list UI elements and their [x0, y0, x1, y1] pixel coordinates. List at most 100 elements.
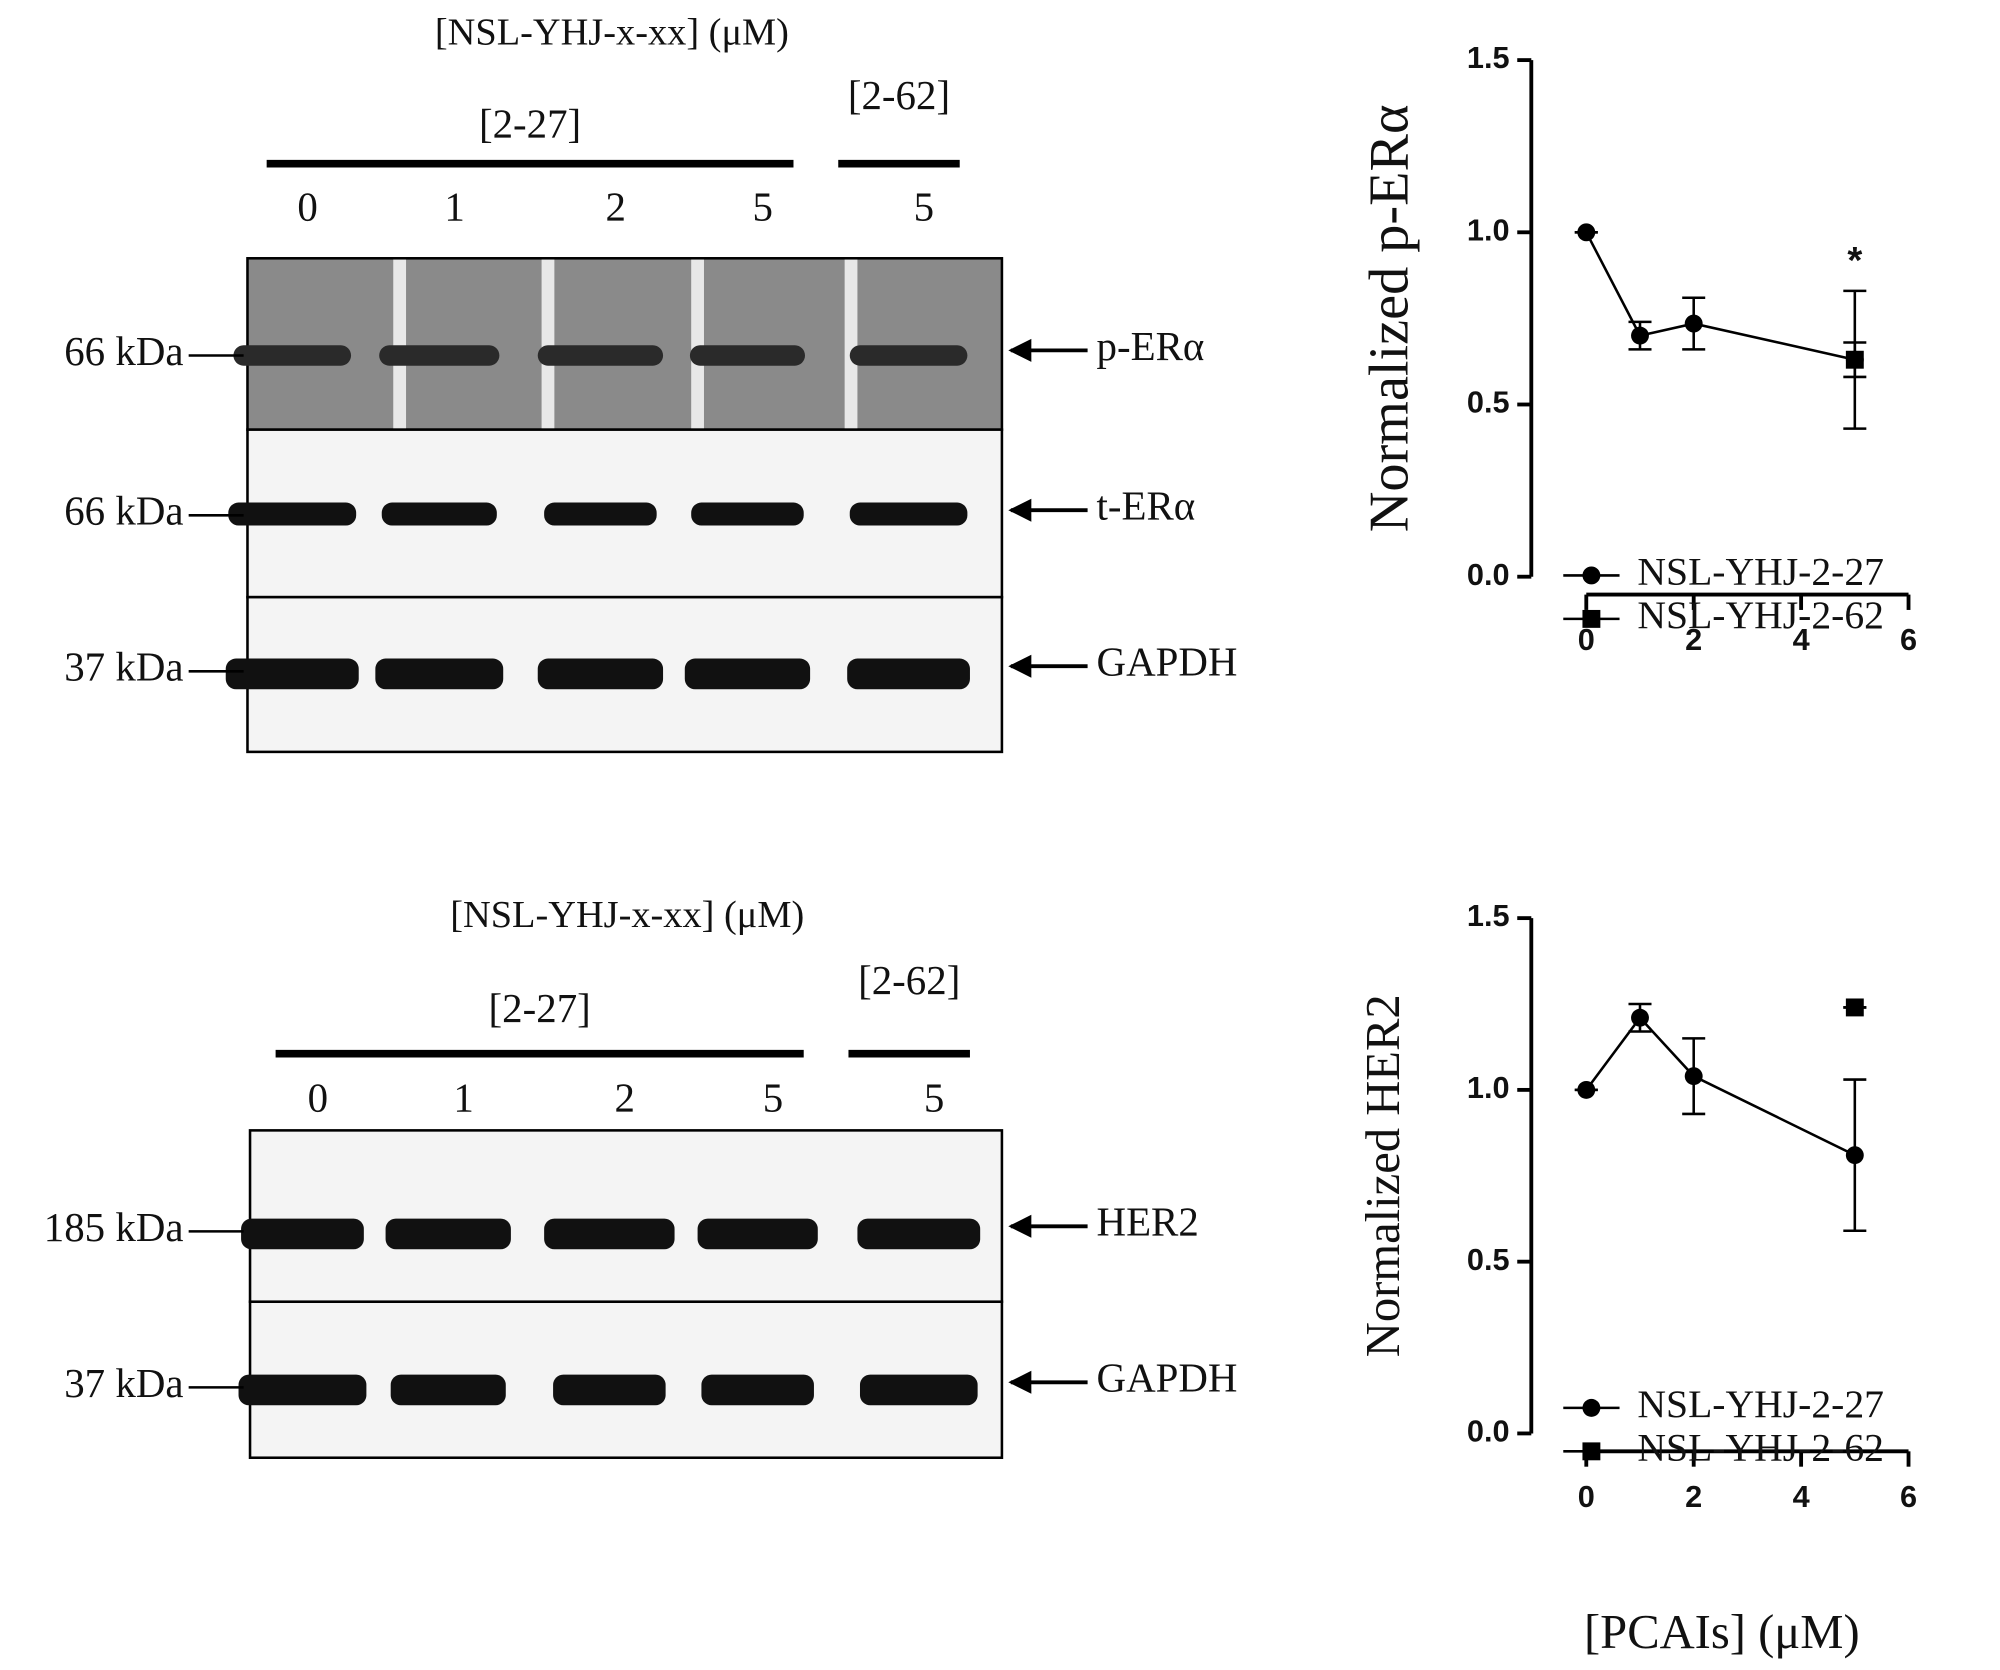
marker	[1631, 1008, 1649, 1027]
mw-marker: 37 kDa	[64, 1361, 183, 1406]
marker	[1684, 314, 1703, 333]
mw-marker: 66 kDa	[64, 329, 183, 374]
band	[233, 345, 352, 366]
band	[847, 658, 970, 690]
lane-label: 5	[914, 184, 934, 229]
lane-label: 1	[444, 184, 464, 229]
lane-label: 5	[924, 1076, 944, 1121]
lane-gap	[541, 259, 555, 429]
band	[857, 1218, 981, 1250]
lane-gap	[691, 259, 704, 429]
band	[691, 502, 804, 526]
blot-panel	[248, 1129, 1004, 1304]
band	[241, 1218, 364, 1250]
marker	[1845, 350, 1864, 369]
arrow-head	[1008, 1370, 1032, 1394]
band	[701, 1374, 814, 1406]
marker	[1577, 223, 1596, 242]
band-label: t-ERα	[1097, 484, 1196, 529]
arrow-head	[1008, 1214, 1032, 1238]
legend-marker	[1582, 1442, 1601, 1461]
significance: *	[1847, 239, 1862, 282]
group-label: [2-27]	[489, 986, 591, 1031]
series-line	[1585, 1015, 1856, 1157]
band	[849, 502, 968, 526]
blot-title: [NSL-YHJ-x-xx] (μM)	[450, 894, 804, 936]
mw-marker: 185 kDa	[44, 1205, 184, 1250]
mw-marker: 37 kDa	[64, 645, 183, 690]
group-label: [2-62]	[848, 73, 950, 118]
legend-marker	[1582, 609, 1601, 628]
x-tick-label: 0	[1578, 622, 1595, 657]
band-label: GAPDH	[1097, 640, 1238, 685]
y-tick-label: 1.5	[1467, 898, 1510, 933]
band	[228, 502, 357, 526]
marker	[1577, 1080, 1596, 1099]
arrow-head	[1008, 654, 1032, 678]
band	[381, 502, 497, 526]
marker	[1845, 998, 1864, 1017]
band	[544, 1218, 675, 1250]
x-tick-label: 2	[1685, 622, 1702, 657]
band	[684, 658, 811, 690]
band	[225, 658, 359, 690]
y-tick-label: 1.0	[1467, 212, 1510, 247]
lane-label: 0	[297, 184, 317, 229]
x-tick-label: 4	[1793, 622, 1810, 657]
band	[859, 1374, 978, 1406]
mw-marker: 66 kDa	[64, 489, 183, 534]
group-label: [2-27]	[479, 101, 581, 146]
marker	[1684, 1067, 1703, 1086]
band	[697, 1218, 818, 1250]
y-tick-label: 0.0	[1467, 1414, 1510, 1449]
y-tick-label: 1.5	[1467, 40, 1510, 75]
band	[689, 345, 805, 366]
band	[544, 502, 657, 526]
lane-label: 1	[453, 1076, 473, 1121]
legend-label: NSL-YHJ-2-62	[1637, 1425, 1884, 1469]
y-axis-label: Normalized p-ERα	[1358, 105, 1420, 533]
arrow-head	[1008, 338, 1032, 362]
legend-label: NSL-YHJ-2-62	[1637, 593, 1884, 637]
lane-label: 0	[308, 1076, 328, 1121]
band	[385, 1218, 511, 1250]
lane-label: 5	[753, 184, 773, 229]
lane-label: 5	[763, 1076, 783, 1121]
x-tick-label: 0	[1578, 1479, 1595, 1514]
legend-marker	[1582, 1398, 1601, 1417]
blot-panel	[246, 257, 1004, 431]
legend-marker	[1582, 566, 1601, 585]
y-tick-label: 0.0	[1467, 557, 1510, 592]
lane-gap	[393, 259, 407, 429]
x-tick-label: 6	[1900, 622, 1917, 657]
lane-gap	[844, 259, 858, 429]
marker	[1631, 326, 1649, 345]
arrow-head	[1008, 498, 1032, 522]
band	[553, 1374, 666, 1406]
band	[238, 1374, 367, 1406]
legend-label: NSL-YHJ-2-27	[1637, 1382, 1884, 1426]
y-tick-label: 1.0	[1467, 1070, 1510, 1105]
x-axis-label: [PCAIs] (μM)	[1584, 1605, 1860, 1659]
x-tick-label: 2	[1685, 1479, 1702, 1514]
blot-title: [NSL-YHJ-x-xx] (μM)	[435, 12, 789, 54]
lane-label: 2	[606, 184, 626, 229]
band	[537, 658, 664, 690]
band-label: GAPDH	[1097, 1356, 1238, 1401]
y-axis-label: Normalized HER2	[1356, 994, 1410, 1357]
group-label: [2-62]	[858, 958, 960, 1003]
lane-label: 2	[614, 1076, 634, 1121]
y-tick-label: 0.5	[1467, 1242, 1510, 1277]
x-tick-label: 6	[1900, 1479, 1917, 1514]
series-line	[1585, 231, 1856, 361]
legend-label: NSL-YHJ-2-27	[1637, 550, 1884, 594]
band	[379, 345, 500, 366]
band	[849, 345, 968, 366]
y-tick-label: 0.5	[1467, 385, 1510, 420]
band	[390, 1374, 506, 1406]
band-label: p-ERα	[1097, 324, 1205, 369]
x-tick-label: 4	[1793, 1479, 1810, 1514]
band	[375, 658, 504, 690]
